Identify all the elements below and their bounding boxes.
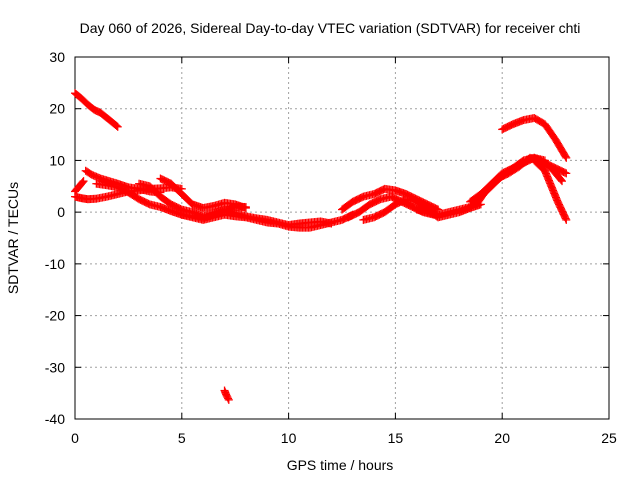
series-track-3: [71, 177, 88, 196]
grid-lines: [75, 57, 609, 419]
y-tick-label: -10: [45, 256, 65, 272]
y-tick-label: 0: [57, 204, 65, 220]
x-tick-label: 0: [71, 430, 79, 446]
x-tick-label: 20: [494, 430, 510, 446]
series-track-15: [498, 114, 571, 162]
x-axis-label: GPS time / hours: [287, 457, 394, 473]
y-tick-label: 30: [49, 49, 65, 65]
chart-title: Day 060 of 2026, Sidereal Day-to-day VTE…: [80, 20, 581, 36]
x-tick-label: 10: [281, 430, 297, 446]
series-track-17: [220, 386, 233, 404]
series-track-14: [472, 153, 567, 209]
y-tick-label: 10: [49, 152, 65, 168]
series-track-8: [177, 210, 357, 232]
x-tick-label: 15: [388, 430, 404, 446]
series-track-16: [530, 156, 571, 224]
plot-frame: [74, 56, 610, 420]
y-tick-label: -40: [45, 411, 65, 427]
y-tick-label: -30: [45, 359, 65, 375]
axis-ticks: 0 5 10 15 20 25 -40 -30 -20 -10 0 10 20 30: [45, 49, 617, 446]
x-tick-label: 25: [601, 430, 617, 446]
y-tick-label: 20: [49, 101, 65, 117]
series-track-1: [71, 89, 122, 131]
data-series: [71, 89, 571, 404]
y-tick-label: -20: [45, 308, 65, 324]
series-track-7: [156, 174, 250, 213]
y-axis-label: SDTVAR / TECUs: [5, 182, 21, 294]
x-tick-label: 5: [178, 430, 186, 446]
